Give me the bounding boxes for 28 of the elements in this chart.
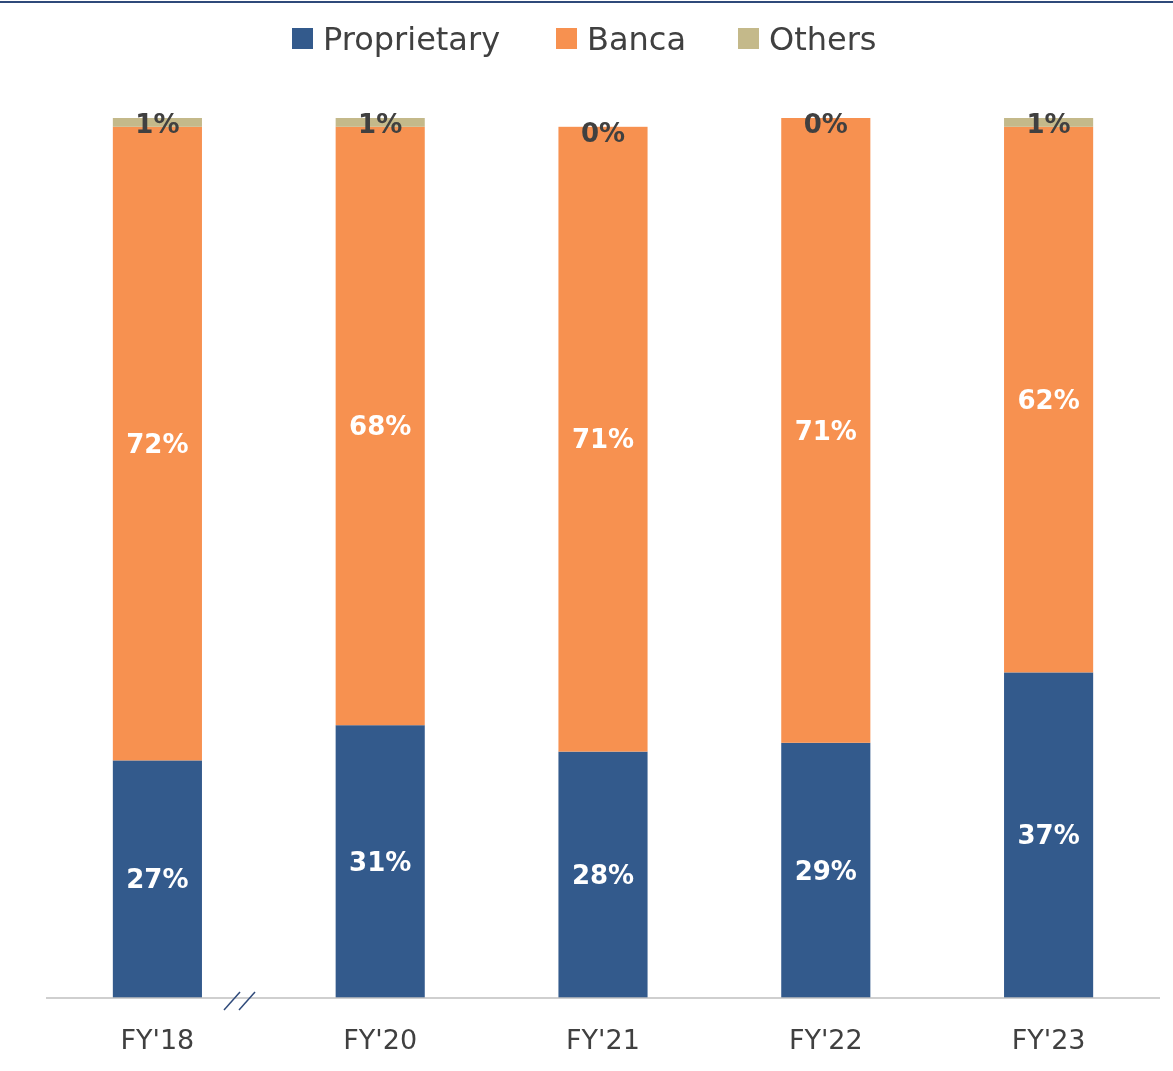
data-label: 28%: [571, 859, 635, 890]
data-label: 68%: [349, 411, 412, 442]
data-label: 31%: [349, 846, 412, 877]
bar: [335, 725, 425, 998]
bar: [112, 760, 202, 998]
x-tick-label: FY'18: [120, 1024, 195, 1056]
x-tick-label: FY'21: [566, 1024, 640, 1056]
data-label: 0%: [803, 109, 848, 140]
data-label: 72%: [126, 428, 189, 459]
data-label: 1%: [1026, 109, 1071, 140]
legend-label: Banca: [587, 20, 687, 59]
bar: [1004, 672, 1094, 998]
data-label: 37%: [1017, 820, 1080, 851]
x-tick-label: FY'23: [1011, 1024, 1086, 1056]
data-label: 71%: [794, 415, 857, 446]
legend-label: Proprietary: [323, 20, 501, 59]
bar: [558, 751, 648, 998]
data-label: 27%: [126, 864, 189, 895]
data-label: 62%: [1017, 384, 1080, 415]
bar: [781, 742, 871, 998]
data-label: 0%: [580, 117, 626, 148]
data-label: 29%: [794, 855, 857, 886]
data-label: 1%: [135, 109, 180, 140]
data-label: 71%: [571, 424, 635, 455]
x-tick-label: FY'22: [788, 1024, 863, 1056]
x-tick-label: FY'20: [343, 1024, 418, 1056]
data-label: 1%: [358, 109, 403, 140]
legend-label: Others: [769, 20, 877, 59]
